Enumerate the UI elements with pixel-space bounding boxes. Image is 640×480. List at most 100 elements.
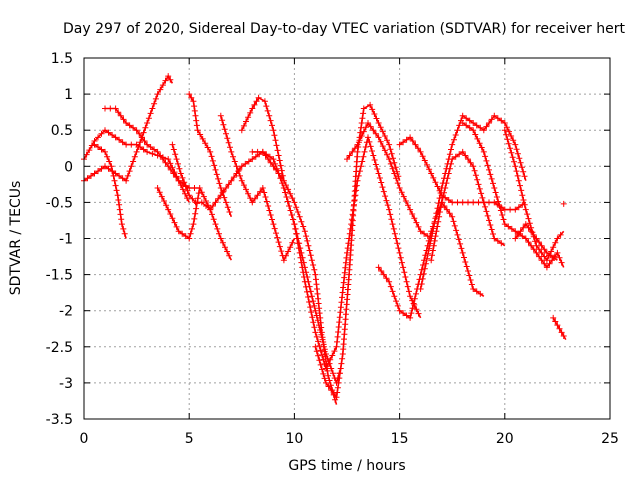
data-point-marker [422, 260, 429, 267]
data-point-marker [344, 249, 350, 256]
data-point-marker [370, 152, 377, 159]
data-point-marker [334, 338, 340, 345]
data-point-marker [492, 189, 499, 196]
data-point-marker [498, 240, 505, 247]
data-point-marker [504, 136, 511, 143]
data-point-marker [475, 199, 482, 206]
data-point-marker [436, 213, 443, 220]
data-point-marker [104, 153, 111, 160]
data-point-marker [509, 154, 516, 161]
data-point-marker [193, 205, 200, 212]
y-tick-label: -2.5 [46, 340, 73, 356]
data-point-marker [333, 394, 340, 401]
data-point-marker [522, 221, 529, 228]
data-point-marker [116, 172, 123, 179]
data-point-marker [360, 128, 367, 135]
data-markers [81, 73, 567, 405]
data-point-marker [459, 199, 466, 206]
data-point-marker [221, 126, 228, 133]
data-point-marker [282, 189, 289, 196]
data-point-marker [283, 252, 289, 259]
data-point-marker [484, 212, 491, 219]
data-point-marker [269, 216, 275, 223]
data-point-marker [149, 105, 156, 112]
data-point-marker [209, 211, 215, 218]
data-point-marker [377, 138, 384, 145]
data-point-marker [441, 203, 448, 209]
data-point-marker [95, 134, 101, 141]
data-point-marker [480, 199, 487, 206]
data-point-marker [326, 377, 333, 384]
data-point-marker [344, 156, 350, 163]
data-point-marker [494, 115, 501, 122]
data-point-marker [390, 155, 396, 162]
data-point-marker [550, 314, 557, 321]
data-point-marker [313, 312, 320, 319]
data-point-marker [267, 212, 274, 218]
data-point-marker [479, 194, 486, 201]
data-point-marker [446, 151, 453, 158]
data-point-marker [173, 223, 180, 230]
data-point-marker [325, 383, 332, 390]
data-point-marker [172, 151, 179, 158]
data-point-marker [457, 240, 464, 247]
data-point-marker [366, 138, 373, 145]
x-axis-title: GPS time / hours [288, 458, 405, 474]
data-point-marker [303, 233, 310, 240]
data-point-marker [203, 198, 209, 204]
data-point-marker [478, 144, 485, 151]
data-point-marker [351, 145, 358, 152]
series-track-j [252, 151, 342, 386]
data-point-marker [533, 242, 540, 249]
data-point-marker [434, 183, 441, 190]
data-point-marker [140, 129, 147, 136]
data-point-marker [247, 195, 254, 202]
data-point-marker [133, 127, 140, 134]
data-point-marker [194, 195, 201, 202]
data-point-marker [304, 237, 311, 244]
data-point-marker [316, 357, 323, 364]
data-point-marker [435, 200, 442, 207]
data-point-marker [113, 187, 120, 194]
data-point-marker [393, 175, 400, 182]
data-point-marker [219, 189, 226, 196]
data-point-marker [197, 131, 204, 138]
data-point-marker [433, 210, 440, 217]
data-point-marker [393, 235, 400, 242]
data-point-marker [371, 111, 378, 117]
data-point-marker [126, 122, 133, 129]
data-point-marker [102, 148, 108, 155]
data-point-marker [515, 177, 522, 184]
data-point-marker [257, 188, 264, 195]
data-point-marker [476, 140, 483, 147]
data-point-marker [449, 213, 456, 220]
data-point-marker [88, 142, 95, 149]
data-point-marker [356, 137, 363, 144]
data-point-marker [404, 283, 411, 290]
data-point-marker [230, 153, 236, 160]
data-point-marker [173, 156, 180, 163]
x-tick-label: 0 [80, 431, 89, 447]
data-point-marker [449, 156, 456, 163]
data-point-marker [377, 124, 384, 131]
data-point-marker [456, 122, 463, 129]
data-point-marker [191, 215, 198, 222]
data-point-marker [128, 141, 135, 148]
data-point-marker [259, 148, 266, 155]
data-point-marker [445, 170, 452, 177]
data-point-marker [396, 141, 403, 148]
data-point-marker [198, 189, 205, 196]
data-point-marker [249, 148, 256, 155]
data-point-marker [198, 199, 205, 206]
data-point-marker [313, 333, 320, 340]
data-point-marker [165, 156, 172, 163]
data-point-marker [353, 182, 360, 189]
data-point-marker [439, 194, 446, 201]
data-point-marker [394, 240, 401, 247]
data-point-marker [428, 170, 435, 177]
data-point-marker [505, 223, 512, 230]
data-point-marker [538, 257, 545, 264]
data-point-marker [360, 110, 367, 117]
data-point-marker [179, 230, 186, 237]
data-point-marker [395, 245, 402, 252]
